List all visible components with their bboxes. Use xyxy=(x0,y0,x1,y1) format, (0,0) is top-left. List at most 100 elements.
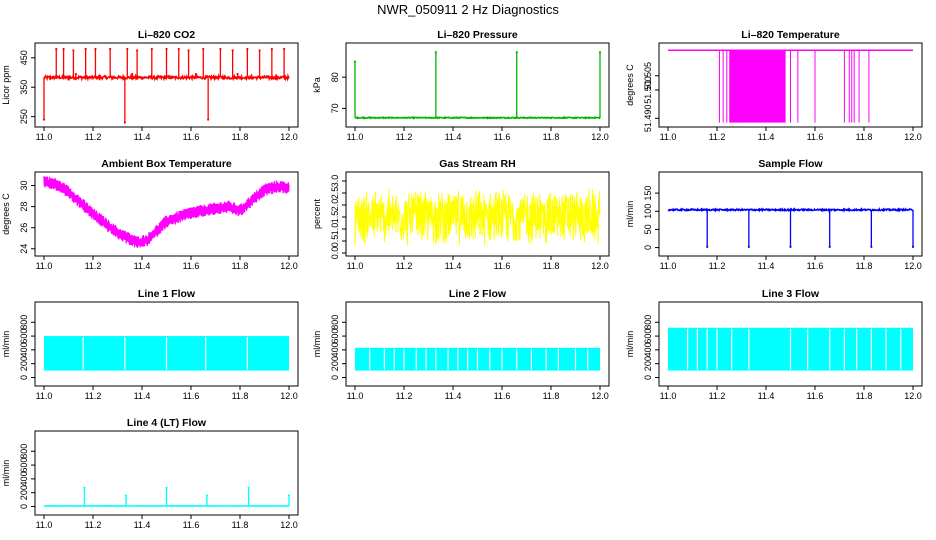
plot-frame-sample_flow xyxy=(658,171,923,257)
panel-title-line2: Line 2 Flow xyxy=(449,288,507,300)
panel-title-co2: Li–820 CO2 xyxy=(138,29,195,41)
y-tick-label-sample_flow-1: 50 xyxy=(643,224,653,234)
x-tick-label-line1-0: 11.0 xyxy=(36,391,53,401)
x-tick-label-line3-1: 11.2 xyxy=(709,391,726,401)
x-tick-label-line1-4: 11.8 xyxy=(232,391,249,401)
y-tick-label-pressure-1: 80 xyxy=(330,72,340,82)
x-tick-label-line3-5: 12.0 xyxy=(904,391,922,401)
y-tick-label-line2-2: 400 xyxy=(330,342,340,357)
y-axis-label-box_temp: degrees C xyxy=(1,193,11,235)
dense-band-licor_temp xyxy=(729,50,786,123)
y-axis-label-line3: ml/min xyxy=(625,331,635,358)
x-tick-label-pressure-2: 11.4 xyxy=(445,132,462,142)
x-tick-label-line2-0: 11.0 xyxy=(347,391,364,401)
panel-title-line3: Line 3 Flow xyxy=(762,288,820,300)
series-line2 xyxy=(355,347,600,371)
x-tick-label-licor_temp-1: 11.2 xyxy=(709,132,726,142)
y-tick-label-co2-2: 450 xyxy=(19,50,29,65)
x-tick-label-pressure-4: 11.8 xyxy=(543,132,560,142)
x-tick-label-line1-5: 12.0 xyxy=(280,391,298,401)
y-axis-label-line2: ml/min xyxy=(312,331,322,358)
panel-title-licor_temp: Li–820 Temperature xyxy=(741,29,840,41)
y-tick-label-co2-1: 350 xyxy=(19,80,29,95)
spike-point-sample_flow-2 xyxy=(789,245,792,248)
series-line4 xyxy=(43,486,291,507)
x-tick-label-pressure-1: 11.2 xyxy=(396,132,413,142)
spike-point-co2-7 xyxy=(126,47,129,51)
y-tick-label-line3-3: 600 xyxy=(643,329,653,344)
x-tick-label-licor_temp-3: 11.6 xyxy=(807,132,824,142)
spike-point-line4-2 xyxy=(165,486,168,489)
x-tick-label-line2-3: 11.6 xyxy=(494,391,511,401)
panel-sample_flow: Sample Flow ml/min 11.0 11.2 11.4 11.6 11.8 12.… xyxy=(625,158,923,271)
spike-point-co2-16 xyxy=(231,49,234,52)
x-tick-label-line2-1: 11.2 xyxy=(396,391,413,401)
x-tick-label-line4-2: 11.4 xyxy=(134,520,151,530)
spike-point-sample_flow-5 xyxy=(911,245,915,248)
x-tick-label-sample_flow-0: 11.0 xyxy=(660,261,677,271)
y-tick-label-line2-1: 200 xyxy=(330,356,340,371)
spike-point-co2-19 xyxy=(270,47,273,51)
spike-point-co2-11 xyxy=(177,47,180,51)
panel-line1: Line 1 Flow ml/min 11.0 11.2 11.4 11.6 11.8 12.… xyxy=(1,288,299,401)
spike-point-line4-4 xyxy=(247,486,250,489)
panel-title-line4: Line 4 (LT) Flow xyxy=(127,417,207,429)
spike-point-pressure-1 xyxy=(434,51,437,54)
x-tick-label-line3-2: 11.4 xyxy=(758,391,775,401)
x-tick-label-co2-1: 11.2 xyxy=(85,132,102,142)
spike-point-co2-14 xyxy=(207,118,210,121)
x-tick-label-rh-1: 11.2 xyxy=(396,261,413,271)
y-tick-label-line3-1: 200 xyxy=(643,356,653,371)
x-tick-label-line4-1: 11.2 xyxy=(85,520,102,530)
x-tick-label-rh-5: 12.0 xyxy=(591,261,609,271)
x-tick-label-line3-0: 11.0 xyxy=(660,391,677,401)
spike-point-sample_flow-4 xyxy=(870,245,873,248)
spike-point-co2-25 xyxy=(236,72,239,76)
x-tick-label-line4-0: 11.0 xyxy=(36,520,53,530)
plot-frame-line2 xyxy=(345,301,610,387)
y-tick-label-line4-4: 800 xyxy=(19,444,29,459)
series-licor_temp xyxy=(668,49,913,123)
series-line-pressure xyxy=(354,115,601,120)
y-tick-label-line4-1: 200 xyxy=(19,485,29,500)
y-tick-label-pressure-0: 70 xyxy=(330,103,340,113)
y-tick-label-line4-0: 0 xyxy=(19,504,29,509)
y-tick-label-line4-2: 400 xyxy=(19,471,29,486)
spike-point-co2-23 xyxy=(131,72,134,76)
x-tick-label-rh-0: 11.0 xyxy=(347,261,364,271)
y-axis-label-sample_flow: ml/min xyxy=(625,201,635,228)
spike-point-co2-1 xyxy=(62,47,65,51)
y-tick-label-rh-0: 0.0 xyxy=(330,247,340,260)
spike-point-co2-3 xyxy=(84,47,87,51)
spike-point-co2-8 xyxy=(136,49,139,52)
y-tick-label-sample_flow-0: 0 xyxy=(643,245,653,250)
y-tick-label-line4-3: 600 xyxy=(19,458,29,473)
x-tick-label-co2-2: 11.4 xyxy=(134,132,151,142)
plot-frame-pressure xyxy=(345,42,610,128)
plot-frame-line3 xyxy=(658,301,923,387)
y-tick-label-line3-4: 800 xyxy=(643,315,653,330)
spike-point-line4-0 xyxy=(83,486,86,489)
spike-point-sample_flow-3 xyxy=(828,245,831,248)
spike-point-co2-18 xyxy=(258,49,261,52)
x-tick-label-co2-4: 11.8 xyxy=(232,132,249,142)
spike-point-pressure-2 xyxy=(515,51,518,54)
y-tick-label-line3-0: 0 xyxy=(643,375,653,380)
y-tick-label-line1-2: 400 xyxy=(19,342,29,357)
series-sample_flow xyxy=(667,207,915,248)
y-tick-label-co2-0: 250 xyxy=(19,109,29,124)
plot-frame-line1 xyxy=(34,301,299,387)
x-tick-label-line4-5: 12.0 xyxy=(280,520,298,530)
y-axis-label-line4: ml/min xyxy=(1,460,11,487)
plot-frame-box_temp xyxy=(34,171,299,257)
spike-point-co2-10 xyxy=(165,47,168,51)
y-axis-label-pressure: kPa xyxy=(312,77,322,93)
x-tick-label-pressure-5: 12.0 xyxy=(591,132,609,142)
y-tick-label-line2-3: 600 xyxy=(330,329,340,344)
x-tick-label-line2-5: 12.0 xyxy=(591,391,609,401)
x-tick-label-line4-3: 11.6 xyxy=(183,520,200,530)
panel-line3: Line 3 Flow ml/min 11.0 11.2 11.4 11.6 11.8 12.… xyxy=(625,288,923,401)
panel-rh: Gas Stream RH percent 11.0 11.2 11.4 11.6 11.8… xyxy=(312,158,610,271)
x-tick-label-co2-3: 11.6 xyxy=(183,132,200,142)
